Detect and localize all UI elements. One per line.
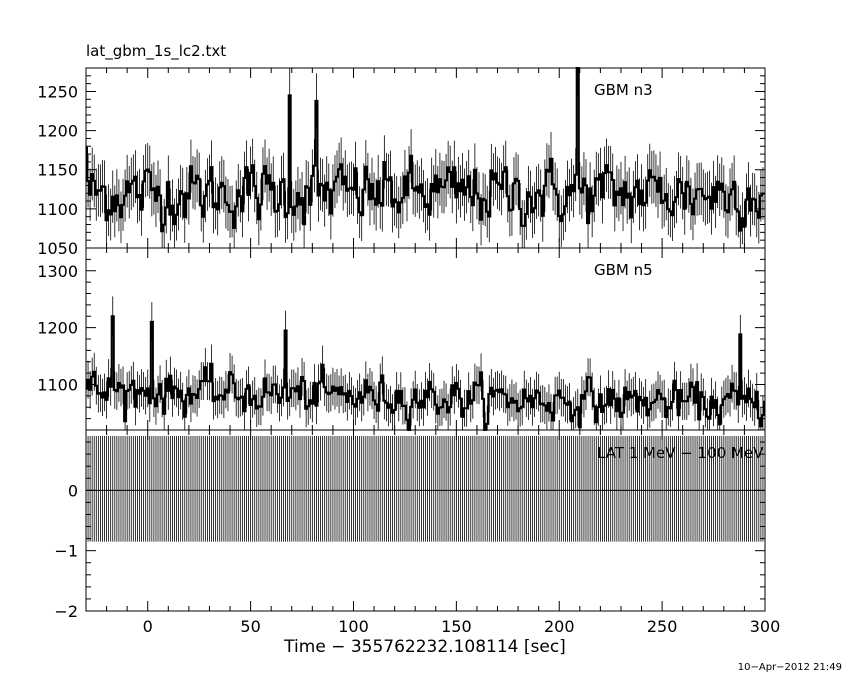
panel-label: LAT 1 MeV − 100 MeV [597, 444, 764, 462]
y-tick-label: 1200 [37, 319, 78, 338]
panel-label: GBM n3 [594, 81, 653, 99]
y-tick-label: 1100 [37, 376, 78, 395]
x-tick-label: 200 [544, 617, 575, 636]
x-tick-label: 50 [240, 617, 260, 636]
x-tick-label: 150 [441, 617, 472, 636]
timestamp: 10−Apr−2012 21:49 [737, 662, 842, 673]
y-tick-label: 1100 [37, 200, 78, 219]
y-tick-label: 1200 [37, 122, 78, 141]
chart-title: lat_gbm_1s_lc2.txt [86, 42, 227, 60]
series-line [86, 67, 765, 233]
x-tick-label: 0 [143, 617, 153, 636]
x-tick-label: 300 [750, 617, 781, 636]
x-axis-label: Time − 355762232.108114 [sec] [284, 637, 566, 657]
x-tick-label: 100 [338, 617, 369, 636]
y-tick-label: 1050 [37, 239, 78, 258]
panel-label: GBM n5 [594, 261, 653, 279]
y-tick-label: −2 [54, 602, 78, 621]
y-tick-label: 1250 [37, 82, 78, 101]
x-tick-label: 250 [647, 617, 678, 636]
series-line [86, 315, 765, 431]
y-tick-label: 1300 [37, 262, 78, 281]
y-tick-label: −1 [54, 542, 78, 561]
y-tick-label: 1150 [37, 161, 78, 180]
y-tick-label: 0 [68, 481, 78, 500]
